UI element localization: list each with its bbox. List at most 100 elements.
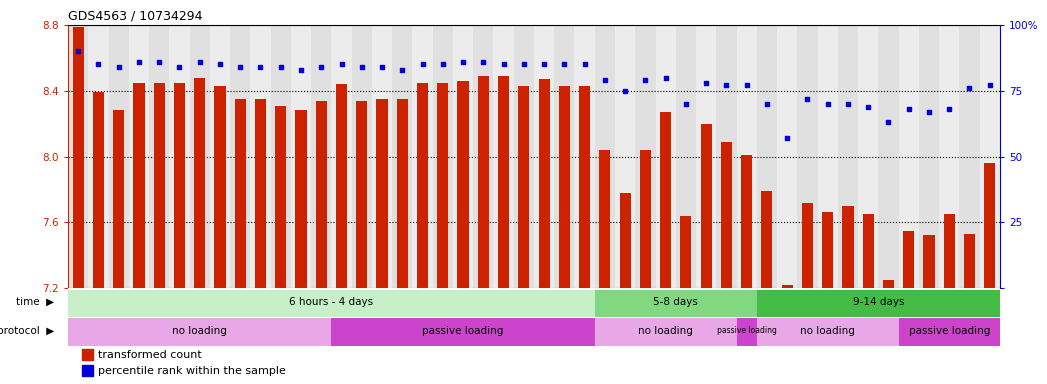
Point [475,59,492,65]
Point [354,64,371,70]
Bar [316,101,327,288]
Bar [438,83,448,288]
Text: passive loading: passive loading [422,326,504,336]
Bar [716,25,736,288]
Bar [356,101,367,288]
Point [576,61,593,68]
Bar [336,84,348,288]
Bar [372,25,393,288]
Bar [174,83,185,288]
Bar [109,25,129,288]
Bar [518,86,530,288]
Bar [250,25,270,288]
Bar [802,203,814,288]
Point [272,64,289,70]
Bar [432,25,453,288]
Bar [883,280,894,288]
Bar [859,25,878,288]
Bar [295,111,307,288]
Bar [964,234,975,288]
Bar [898,25,919,288]
Bar [397,99,408,288]
Point [961,85,978,91]
Bar [254,99,266,288]
Bar [898,318,1000,344]
Point [374,64,391,70]
Bar [761,191,773,288]
Bar [72,26,84,288]
Point [415,61,431,68]
Bar [863,214,874,288]
Point [231,64,248,70]
Point [556,61,573,68]
Point [840,101,856,107]
Point [881,119,897,126]
Point [779,135,796,141]
Bar [838,25,859,288]
Bar [736,318,757,344]
Bar [741,155,752,288]
Bar [923,235,935,288]
Bar [332,25,352,288]
Bar [170,25,190,288]
Point [333,61,350,68]
Bar [980,25,1000,288]
Bar [311,25,332,288]
Bar [498,76,509,288]
Bar [939,25,959,288]
Bar [736,25,757,288]
Bar [757,290,1000,316]
Bar [579,86,591,288]
Point [252,64,269,70]
Text: no loading: no loading [639,326,693,336]
Text: 9-14 days: 9-14 days [852,297,905,307]
Bar [681,216,691,288]
Bar [538,79,550,288]
Bar [88,25,109,288]
Point [697,80,714,86]
Bar [798,25,818,288]
Bar [133,83,144,288]
Bar [68,290,595,316]
Point [313,64,330,70]
Bar [149,25,170,288]
Bar [822,212,833,288]
Point [394,66,410,73]
Point [860,103,876,109]
Bar [554,25,575,288]
Bar [720,142,732,288]
Point [799,96,816,102]
Bar [636,25,655,288]
Bar [453,25,473,288]
Text: protocol  ▶: protocol ▶ [0,326,54,336]
Point [70,48,87,55]
Bar [534,25,554,288]
Bar [943,214,955,288]
Text: percentile rank within the sample: percentile rank within the sample [97,366,286,376]
Bar [620,193,630,288]
Point [900,106,917,112]
Point [941,106,958,112]
Bar [235,99,246,288]
Bar [129,25,149,288]
Bar [700,124,712,288]
Text: 5-8 days: 5-8 days [653,297,698,307]
Bar [493,25,514,288]
Bar [655,25,675,288]
Bar [154,83,164,288]
Bar [291,25,311,288]
Bar [332,318,595,344]
Point [820,101,837,107]
Bar [514,25,534,288]
Bar [113,111,125,288]
Bar [904,230,914,288]
Point [718,83,735,89]
Point [131,59,148,65]
Bar [559,86,570,288]
Bar [599,150,610,288]
Point [171,64,187,70]
Bar [209,25,230,288]
Bar [984,163,996,288]
Bar [215,86,225,288]
Bar [595,290,757,316]
